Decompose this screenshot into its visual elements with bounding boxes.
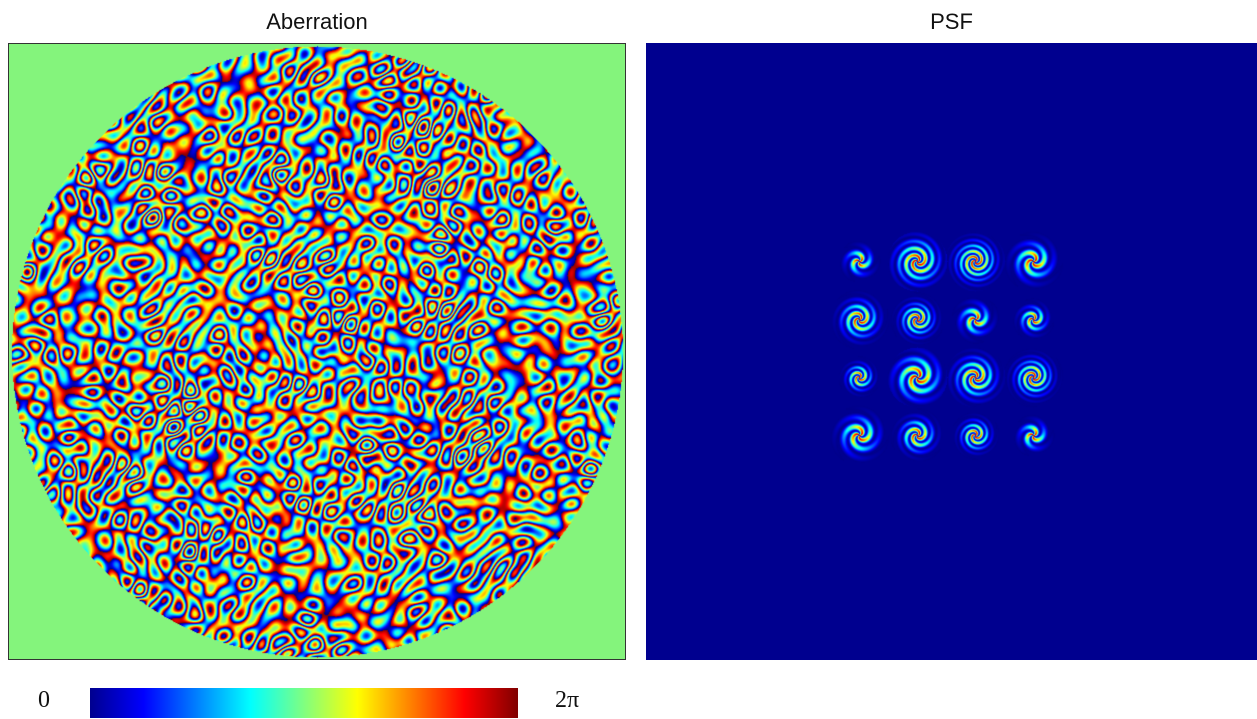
- aberration-phase-map: [8, 43, 626, 660]
- psf-canvas: [646, 43, 1257, 660]
- aberration-title: Aberration: [266, 9, 368, 34]
- colorbar: [90, 688, 518, 718]
- aberration-canvas: [9, 44, 625, 659]
- colorbar-max-label: 2π: [555, 687, 580, 713]
- psf-image: [646, 43, 1257, 660]
- psf-title: PSF: [930, 9, 973, 34]
- colorbar-min-label: 0: [38, 687, 50, 713]
